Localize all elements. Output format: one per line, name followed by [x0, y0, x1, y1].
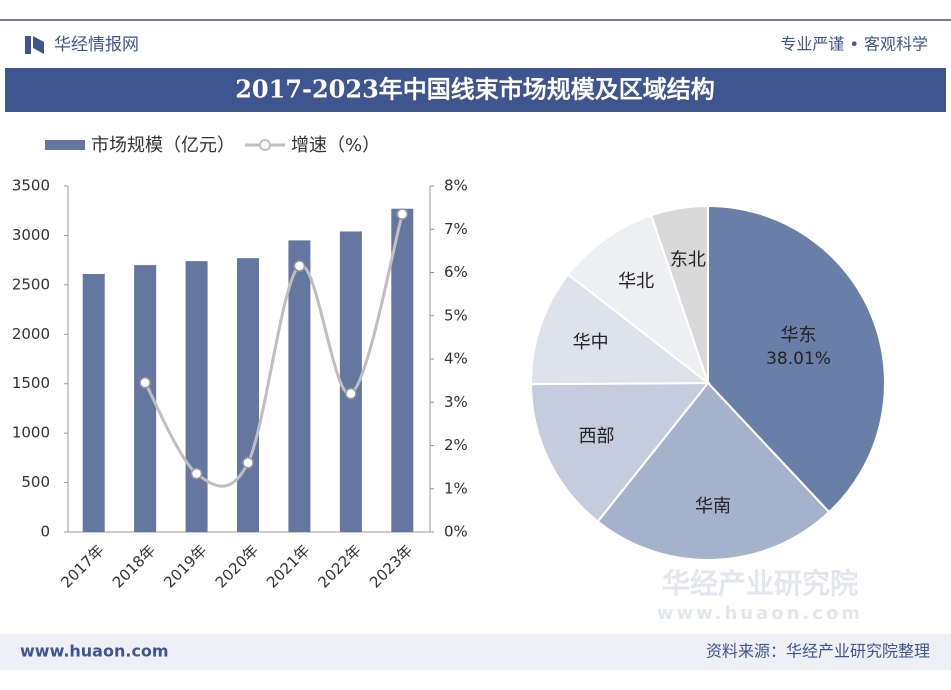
bar	[391, 208, 414, 533]
x-tick-label: 2023年	[366, 541, 416, 591]
legend-swatch	[259, 139, 271, 151]
y-tick-label: 0	[40, 523, 50, 541]
x-tick-label: 2021年	[263, 541, 313, 591]
pie-slice	[566, 214, 711, 386]
pie-slice	[530, 273, 711, 386]
slogan: 专业严谨 • 客观科学	[780, 35, 928, 54]
y-tick-label: 2500	[12, 275, 50, 293]
pie-slice	[596, 381, 831, 561]
bar	[339, 231, 362, 532]
watermark: www.huaon.com	[657, 603, 863, 624]
pie-slice	[649, 204, 709, 384]
line-marker	[345, 387, 357, 400]
footer-website: www.huaon.com	[20, 642, 169, 661]
y2-tick-label: 6%	[444, 263, 468, 281]
footer-band	[0, 634, 951, 670]
pie-label: 西部	[579, 426, 615, 447]
y2-tick-label: 2%	[444, 436, 468, 454]
pie-label: 华东	[781, 325, 817, 346]
line-marker	[190, 467, 203, 480]
logo	[33, 36, 44, 54]
line-marker	[242, 457, 254, 469]
y2-tick-label: 5%	[444, 306, 468, 324]
bar	[134, 265, 157, 532]
title-banner	[5, 68, 946, 112]
x-tick-label: 2019年	[160, 541, 210, 591]
y2-tick-label: 1%	[444, 479, 468, 497]
x-tick-label: 2018年	[109, 541, 159, 591]
pie-value-label: 38.01%	[766, 349, 831, 369]
bar	[185, 261, 208, 532]
bar	[237, 258, 259, 532]
line-marker	[293, 260, 306, 272]
legend-label: 增速（%）	[291, 135, 380, 156]
bar	[288, 240, 311, 532]
pie-label: 东北	[670, 250, 706, 271]
bar	[82, 273, 105, 532]
y-tick-label: 2000	[12, 325, 50, 343]
y2-tick-label: 3%	[444, 393, 468, 411]
line	[143, 213, 404, 488]
x-tick-label: 2022年	[315, 541, 365, 591]
footer-source: 资料来源：华经产业研究院整理	[706, 642, 930, 661]
x-tick-label: 2017年	[57, 541, 107, 591]
x-tick-label: 2020年	[212, 541, 262, 591]
chart-title: 2017-2023年中国线束市场规模及区域结构	[235, 75, 715, 104]
logo	[25, 36, 31, 54]
line-marker	[139, 377, 151, 389]
y2-tick-label: 4%	[444, 350, 468, 368]
charts: 0 500 1000 1500 2000 2500 3000 3500 0% 1% 2% 3% 4% 5%…	[12, 135, 886, 592]
y2-tick-label: 7%	[444, 220, 468, 238]
y2-tick-label: 0%	[444, 523, 468, 541]
legend-label: 市场规模（亿元）	[91, 135, 235, 156]
pie-label: 华南	[695, 496, 731, 517]
pie-slice	[529, 381, 711, 523]
y2-tick-label: 8%	[444, 177, 468, 195]
legend-swatch	[45, 140, 85, 150]
y-tick-label: 3000	[12, 226, 50, 244]
y-tick-label: 500	[21, 473, 50, 491]
pie-label: 华北	[618, 271, 654, 292]
brand: 华经情报网	[54, 35, 139, 55]
y-tick-label: 1000	[12, 424, 50, 442]
y-tick-label: 1500	[12, 374, 50, 392]
y-tick-label: 3500	[12, 177, 50, 195]
line-marker	[396, 208, 409, 220]
pie-label: 华中	[573, 332, 609, 353]
pie-slice	[707, 204, 886, 514]
watermark: 华经产业研究院	[662, 567, 858, 600]
